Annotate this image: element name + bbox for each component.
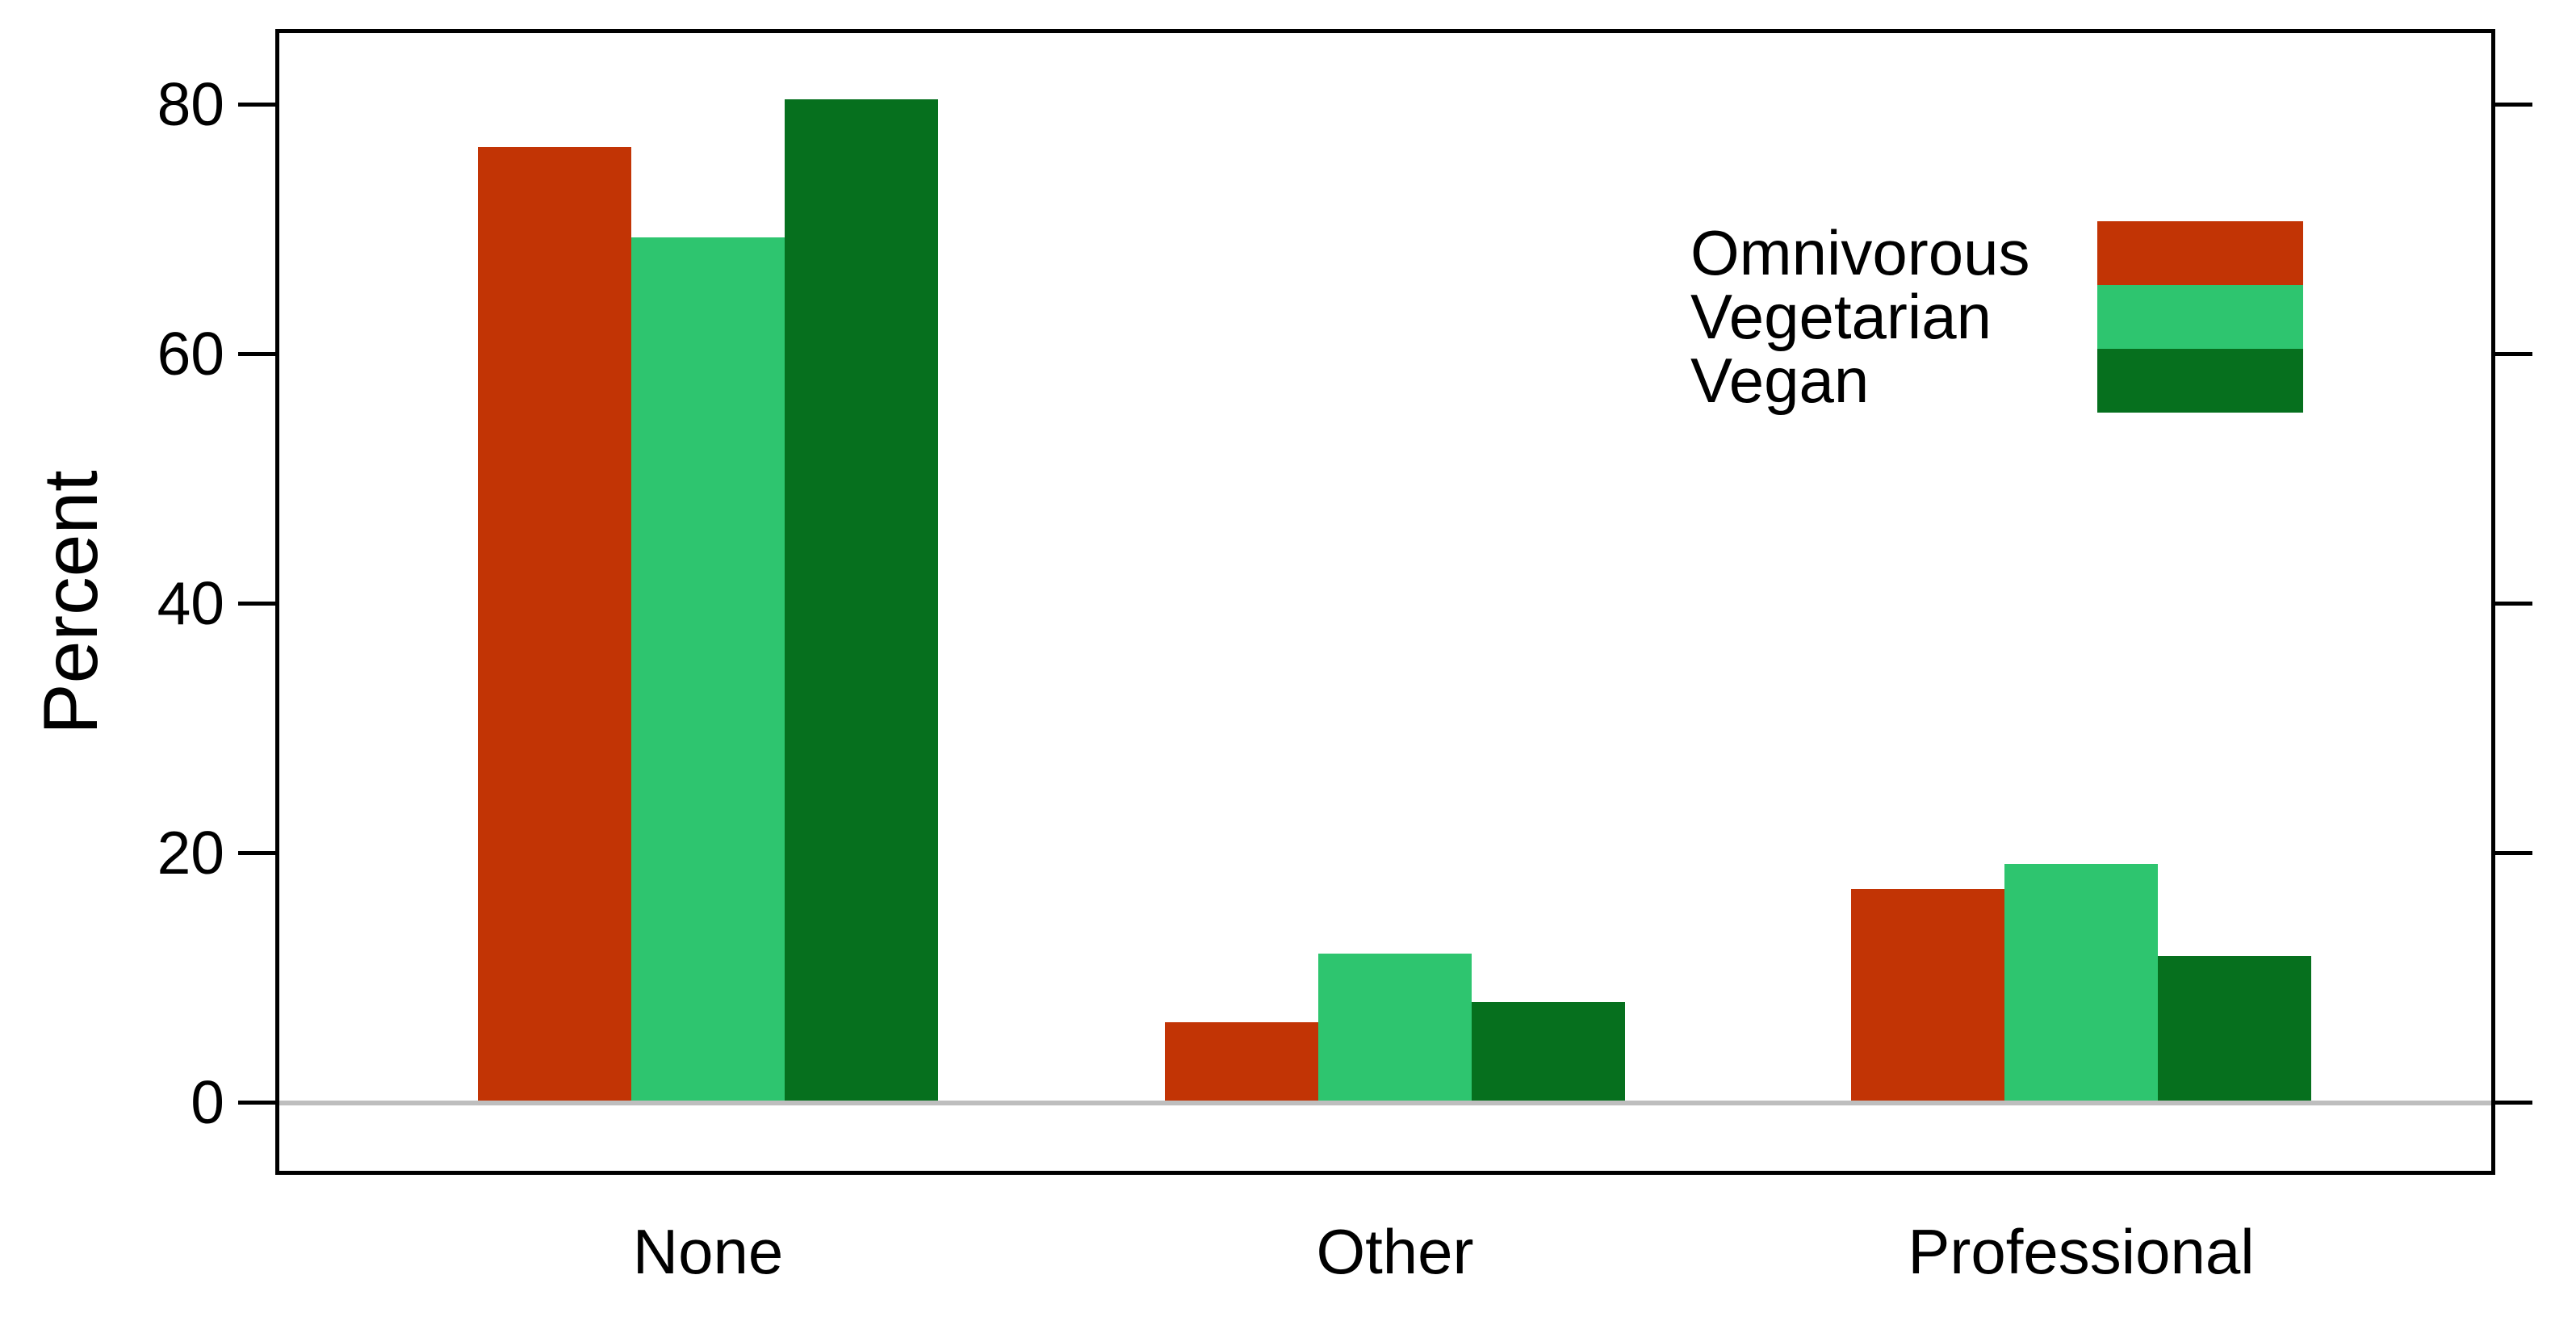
- y-tick-right: [2495, 103, 2532, 107]
- bar-other-omnivorous: [1165, 1022, 1318, 1102]
- y-tick-right: [2495, 851, 2532, 855]
- legend-swatch-vegetarian: [2097, 285, 2303, 349]
- legend-swatch-vegan: [2097, 349, 2303, 413]
- y-tick-label: 40: [157, 569, 224, 637]
- x-category-label-other: Other: [1316, 1216, 1474, 1287]
- bar-other-vegan: [1472, 1002, 1625, 1102]
- zero-baseline: [279, 1101, 2491, 1105]
- y-tick-label: 0: [191, 1068, 224, 1136]
- y-tick-right: [2495, 352, 2532, 356]
- legend-label-vegan: Vegan: [1690, 345, 1870, 416]
- legend-label-vegetarian: Vegetarian: [1690, 281, 1992, 352]
- bar-professional-omnivorous: [1851, 889, 2004, 1102]
- bar-other-vegetarian: [1318, 954, 1472, 1102]
- y-tick-left: [238, 352, 275, 356]
- bar-professional-vegetarian: [2004, 864, 2158, 1102]
- y-tick-right: [2495, 1101, 2532, 1105]
- x-category-label-professional: Professional: [1908, 1216, 2255, 1287]
- y-tick-left: [238, 1101, 275, 1105]
- legend: Omnivorous Vegetarian Vegan: [1690, 221, 2336, 413]
- y-tick-left: [238, 103, 275, 107]
- legend-swatch-omnivorous: [2097, 221, 2303, 285]
- y-tick-label: 60: [157, 320, 224, 388]
- bar-none-vegetarian: [631, 237, 785, 1102]
- y-tick-right: [2495, 602, 2532, 606]
- bar-professional-vegan: [2158, 956, 2311, 1102]
- bar-none-omnivorous: [478, 147, 631, 1102]
- y-tick-label: 20: [157, 819, 224, 887]
- legend-label-omnivorous: Omnivorous: [1690, 217, 2030, 288]
- x-category-label-none: None: [632, 1216, 784, 1287]
- y-tick-left: [238, 851, 275, 855]
- bar-none-vegan: [785, 99, 938, 1102]
- y-tick-left: [238, 602, 275, 606]
- y-tick-label: 80: [157, 70, 224, 138]
